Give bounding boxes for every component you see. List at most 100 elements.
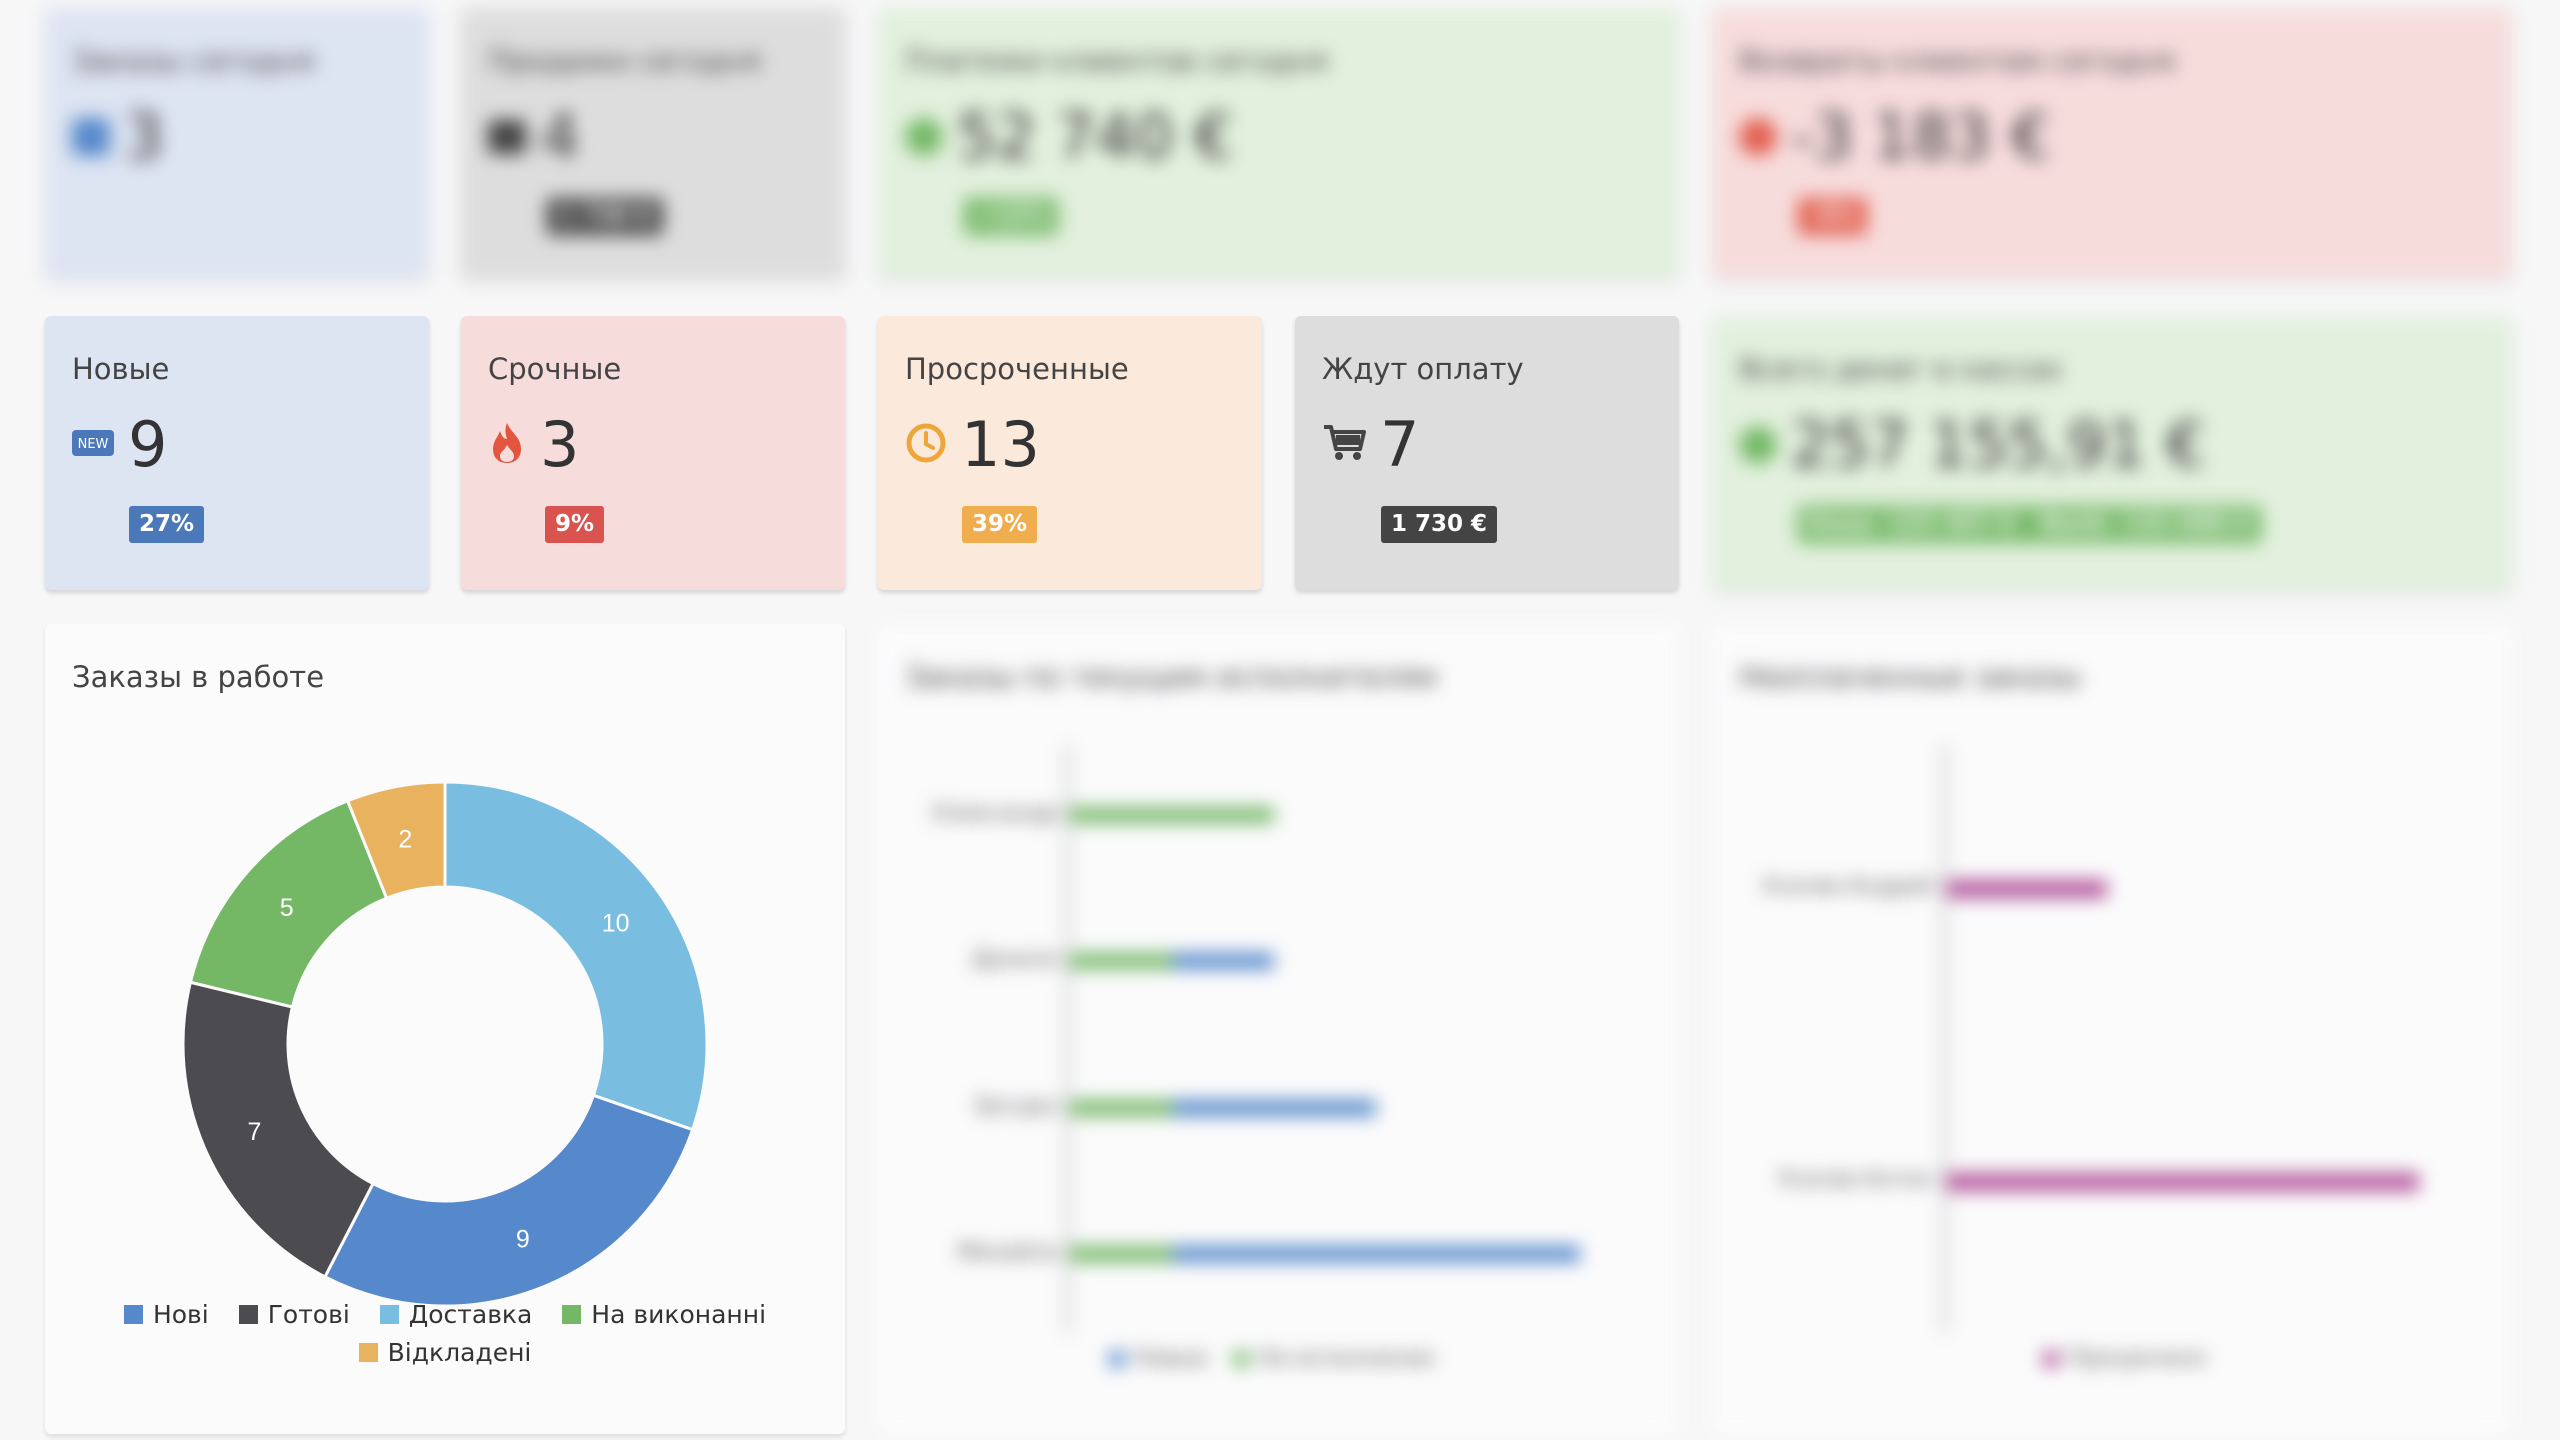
card-value: 257 155,91 € xyxy=(1791,408,2206,481)
card-value: 3 xyxy=(540,408,580,481)
bar xyxy=(1172,1246,1580,1262)
card-value: 52 740 € xyxy=(957,100,1234,173)
chart-axis xyxy=(1943,744,1946,1334)
slice-value-label: 2 xyxy=(398,825,412,853)
legend-item-postponed[interactable]: Відкладені xyxy=(358,1338,532,1367)
legend-label: Відкладені xyxy=(387,1338,532,1367)
card-badge: Kasa: 123 457 € · Bank: 133 698 € xyxy=(1798,506,2261,543)
new-icon: NEW xyxy=(72,430,114,460)
donut-slice[interactable] xyxy=(322,1093,695,1308)
legend-item-ready[interactable]: Готові xyxy=(238,1300,350,1329)
card-title: Продажи сегодня xyxy=(488,44,762,78)
card-title: Платежи клиентов сегодня xyxy=(905,44,1328,78)
card-badge: 1 730 € xyxy=(1381,506,1498,543)
cart-icon xyxy=(488,120,526,154)
refunds-today-card[interactable]: Возвраты клиентам сегодня -3 183 € -5% xyxy=(1712,8,2512,278)
card-value: 4 xyxy=(540,100,580,173)
card-title: Ждут оплату xyxy=(1322,352,1524,386)
slice-value-label: 5 xyxy=(280,894,294,922)
card-title: Просроченные xyxy=(905,352,1129,386)
card-badge: 1 730 € xyxy=(547,198,664,235)
card-badge: +12% xyxy=(964,198,1059,235)
legend-swatch xyxy=(379,1305,399,1324)
legend-swatch xyxy=(238,1305,258,1324)
panel-title: Заказы по текущим исполнителям xyxy=(905,660,1438,694)
row-label: Усачев Антон xyxy=(1778,1167,1934,1192)
bar xyxy=(1172,953,1274,969)
legend-swatch xyxy=(123,1305,143,1324)
donut-slice[interactable] xyxy=(345,780,447,901)
card-value: 3 xyxy=(124,100,164,173)
chart-legend: Просрочено xyxy=(2042,1346,2206,1371)
legend-item-in-progress[interactable]: На виконанні xyxy=(562,1300,766,1329)
chart-legend: Нові Готові Доставка На виконанні Відкла… xyxy=(45,1300,845,1368)
card-title: Всего денег в кассах xyxy=(1739,352,2063,386)
bar xyxy=(1070,1100,1172,1116)
donut-slice[interactable] xyxy=(181,980,376,1279)
bar xyxy=(1070,1246,1172,1262)
bar xyxy=(1172,1100,1376,1116)
card-badge: 39% xyxy=(962,506,1038,543)
panel-title: Неоплаченные заказы xyxy=(1739,660,2082,694)
new-orders-card[interactable]: Новые NEW 9 27% xyxy=(45,316,429,590)
bar xyxy=(1070,953,1172,969)
row-label: Олександр xyxy=(931,801,1059,826)
svg-text:NEW: NEW xyxy=(78,437,109,452)
bar xyxy=(1070,807,1274,823)
panel-title: Заказы в работе xyxy=(72,660,325,694)
awaiting-payment-card[interactable]: Ждут оплату 7 1 730 € xyxy=(1295,316,1679,590)
box-icon xyxy=(72,118,110,156)
card-badge: -5% xyxy=(1798,198,1867,235)
legend-swatch xyxy=(1108,1349,1126,1368)
card-badge: 9% xyxy=(545,506,605,543)
minus-circle-icon xyxy=(1739,118,1777,156)
donut-chart: 10 9 7 5 2 xyxy=(181,780,709,1308)
legend-swatch xyxy=(2042,1349,2060,1368)
bar xyxy=(1947,1173,2419,1191)
card-value: 7 xyxy=(1380,408,1420,481)
money-icon xyxy=(1739,426,1777,464)
sales-today-card[interactable]: Продажи сегодня 4 1 730 € xyxy=(461,8,845,278)
fire-icon xyxy=(488,421,526,469)
chart-axis xyxy=(1066,744,1069,1334)
orders-in-progress-panel: Заказы в работе 10 9 7 5 2 Нові Готові Доста… xyxy=(45,624,845,1434)
plus-circle-icon xyxy=(905,118,943,156)
card-value: 9 xyxy=(128,408,168,481)
card-badge: 27% xyxy=(129,506,205,543)
legend-label: Просрочено xyxy=(2068,1346,2206,1371)
card-title: Срочные xyxy=(488,352,622,386)
chart-legend: Новые На исполнении xyxy=(1108,1346,1434,1371)
row-label: Данило xyxy=(972,947,1059,972)
legend-label: На исполнении xyxy=(1257,1346,1435,1371)
legend-item[interactable]: Новые xyxy=(1108,1346,1208,1371)
orders-by-assignee-panel: Заказы по текущим исполнителям Олександр… xyxy=(878,624,1679,1434)
clock-icon xyxy=(905,422,947,468)
legend-label: Новые xyxy=(1134,1346,1208,1371)
slice-value-label: 9 xyxy=(516,1225,530,1253)
legend-label: На виконанні xyxy=(591,1300,767,1329)
legend-swatch xyxy=(358,1343,378,1362)
card-value: 13 xyxy=(961,408,1040,481)
card-title: Новые xyxy=(72,352,170,386)
bar xyxy=(1947,880,2107,898)
donut-slice[interactable] xyxy=(443,780,709,1132)
legend-label: Готові xyxy=(267,1300,350,1329)
legend-item-delivery[interactable]: Доставка xyxy=(379,1300,533,1329)
legend-label: Доставка xyxy=(408,1300,533,1329)
card-title: Возвраты клиентам сегодня xyxy=(1739,44,2176,78)
overdue-orders-card[interactable]: Просроченные 13 39% xyxy=(878,316,1262,590)
legend-swatch xyxy=(1231,1349,1250,1368)
card-title: Заказы сегодня xyxy=(72,44,315,78)
row-label: Усачев Андрей xyxy=(1762,874,1934,899)
payments-today-card[interactable]: Платежи клиентов сегодня 52 740 € +12% xyxy=(878,8,1679,278)
cart-icon xyxy=(1322,423,1366,467)
legend-swatch xyxy=(562,1305,582,1324)
urgent-orders-card[interactable]: Срочные 3 9% xyxy=(461,316,845,590)
orders-today-card[interactable]: Заказы сегодня 3 xyxy=(45,8,429,278)
unpaid-orders-panel: Неоплаченные заказы Усачев Андрей Усачев… xyxy=(1712,624,2512,1434)
slice-value-label: 7 xyxy=(247,1118,261,1146)
cash-total-card[interactable]: Всего денег в кассах 257 155,91 € Kasa: … xyxy=(1712,316,2512,590)
legend-item[interactable]: На исполнении xyxy=(1231,1346,1435,1371)
legend-item-new[interactable]: Нові xyxy=(123,1300,209,1329)
row-label: Михайло xyxy=(957,1240,1059,1265)
